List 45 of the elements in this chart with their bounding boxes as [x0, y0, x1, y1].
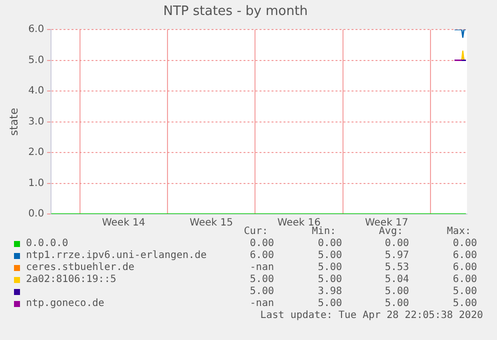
legend-label: 2a02:8106:19::5	[26, 274, 116, 285]
y-tick-label: 3.0	[28, 116, 44, 128]
text: Avg:	[378, 226, 403, 237]
text: 5.00	[384, 286, 409, 297]
text: 5.00	[318, 262, 342, 273]
chart-title: NTP states - by month	[163, 4, 308, 20]
text: 5.00	[250, 286, 274, 297]
text: 5.00	[452, 286, 477, 297]
text: 5.00	[318, 274, 342, 285]
text: 3.98	[318, 286, 342, 297]
text: 6.00	[452, 274, 477, 285]
y-tick-label: 1.0	[28, 178, 44, 189]
x-tick-label: Week 14	[102, 218, 146, 229]
text: 0.00	[318, 238, 342, 249]
text: Last update: Tue Apr 28 22:05:38 2020	[260, 310, 483, 321]
text: 0.00	[384, 238, 409, 249]
y-tick-label: 0.0	[28, 208, 44, 220]
text: 6.00	[452, 250, 477, 261]
text: Min:	[312, 226, 336, 237]
y-tick-label: 4.0	[28, 86, 44, 97]
text: 5.53	[384, 262, 409, 273]
text: 5.00	[318, 250, 342, 261]
y-tick-label: 2.0	[28, 147, 44, 158]
y-tick-label: 6.0	[28, 24, 44, 36]
text: 5.00	[452, 298, 477, 309]
y-axis-title: state	[7, 108, 20, 136]
y-tick-label: 5.0	[28, 54, 44, 66]
text: 0.00	[250, 238, 274, 249]
x-tick-label: Week 15	[190, 218, 233, 229]
text: 6.00	[250, 250, 274, 261]
text: Cur:	[244, 226, 268, 237]
text: 6.00	[452, 262, 477, 273]
text: 5.00	[384, 298, 409, 309]
text: Max:	[446, 226, 471, 237]
legend-label: 0.0.0.0	[26, 238, 68, 249]
text: 0.00	[452, 238, 477, 249]
legend-label: ceres.stbuehler.de	[26, 262, 134, 273]
legend-label: ntp.goneco.de	[26, 298, 104, 309]
text: -nan	[250, 298, 274, 309]
text: 5.00	[250, 274, 274, 285]
text: 5.97	[384, 250, 409, 261]
legend-label: ntp1.rrze.ipv6.uni-erlangen.de	[26, 250, 207, 261]
text: 5.00	[318, 298, 342, 309]
text: 5.04	[384, 274, 409, 285]
text: -nan	[250, 262, 274, 273]
